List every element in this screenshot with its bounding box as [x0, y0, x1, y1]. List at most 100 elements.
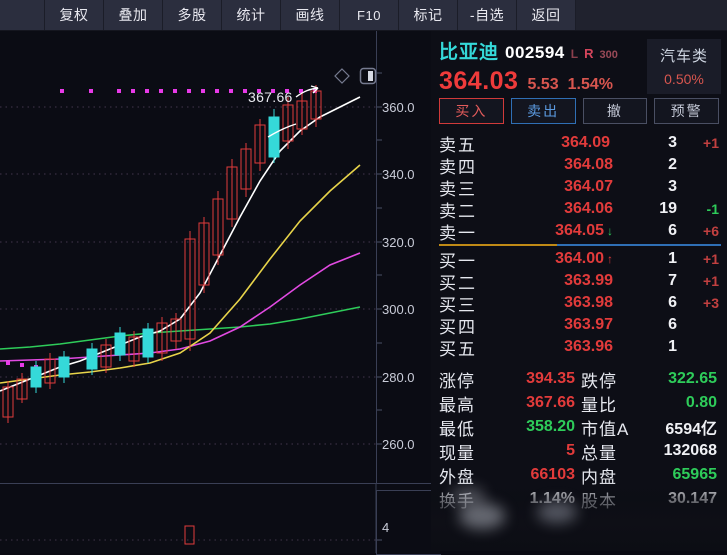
ask1-delta: +6: [703, 223, 719, 239]
price-change-pct: 1.54%: [567, 76, 613, 93]
ask4-volume: 2: [668, 156, 677, 173]
ask1-arrow-down-icon: ↓: [607, 224, 613, 238]
stat-limit-down: 跌停 322.65: [581, 367, 723, 392]
bid3-volume: 6: [668, 294, 677, 311]
high-price-annotation: 367.66: [248, 89, 293, 105]
stat-value: 394.35: [526, 370, 575, 387]
bid4-price: 363.97: [564, 316, 613, 333]
ask5-delta: +1: [703, 135, 719, 151]
stat-value: 6594亿: [665, 421, 717, 438]
y-tick-340: 340.0: [382, 167, 415, 182]
stock-name: 比亚迪: [439, 42, 500, 63]
stat-value: 66103: [530, 466, 576, 483]
trade-actions: 买入 卖出 撤 预警: [431, 98, 727, 124]
volume-subchart[interactable]: 4: [0, 483, 441, 555]
stat-label: 量比: [581, 395, 617, 415]
stat-label: 股本: [581, 491, 617, 511]
stat-value: 358.20: [526, 418, 575, 435]
order-book-row[interactable]: 卖四 364.08 2: [431, 154, 727, 177]
stat-value: 322.65: [668, 370, 717, 387]
toolbar-filler: [576, 0, 727, 30]
stat-label: 涨停: [439, 371, 475, 391]
stats-row: 最高 367.66 量比 0.80: [431, 391, 727, 415]
stat-limit-up: 涨停 394.35: [439, 367, 581, 392]
ask2-label: 卖二: [439, 201, 477, 221]
stock-name-line: 比亚迪 002594 L R 300: [439, 37, 647, 64]
bid1-delta: +1: [703, 251, 719, 267]
stats-row: 涨停 394.35 跌停 322.65: [431, 367, 727, 391]
cancel-button[interactable]: 撤: [582, 98, 648, 124]
bid3-delta: +3: [703, 295, 719, 311]
ask3-price: 364.07: [564, 178, 613, 195]
toolbar-button-zixuan[interactable]: -自选: [458, 0, 517, 30]
toolbar-button-tongji[interactable]: 统计: [222, 0, 281, 30]
tag-300: 300: [599, 49, 618, 61]
stat-value: 0.80: [685, 394, 717, 411]
toolbar-button-biaoji[interactable]: 标记: [399, 0, 458, 30]
toolbar-left-spacer: [0, 0, 45, 30]
order-book-row[interactable]: 买三 363.98 6 +3: [431, 292, 727, 315]
bid1-volume: 1: [668, 250, 677, 267]
ask5-label: 卖五: [439, 135, 477, 155]
bid1-price: 364.00 ↑: [555, 250, 613, 267]
stock-code: 002594: [505, 43, 565, 62]
toolbar-button-fanhui[interactable]: 返回: [517, 0, 576, 30]
toolbar-button-huaxian[interactable]: 画线: [281, 0, 340, 30]
sector-box[interactable]: 汽车类 0.50%: [647, 39, 721, 94]
order-book-row[interactable]: 卖一 364.05 ↓ 6 +6: [431, 220, 727, 243]
stat-value: 65965: [672, 466, 718, 483]
toolbar-button-fuquan[interactable]: 复权: [45, 0, 104, 30]
stats-row: 换手 1.14% 股本 30.147: [431, 487, 727, 511]
bid3-label: 买三: [439, 295, 477, 315]
ask3-label: 卖三: [439, 179, 477, 199]
layout-icon[interactable]: [359, 67, 377, 85]
tag-r: R: [584, 46, 594, 61]
bid4-volume: 6: [668, 316, 677, 333]
stat-total-volume: 总量 132068: [581, 439, 723, 464]
ask4-label: 卖四: [439, 157, 477, 177]
bid2-label: 买二: [439, 273, 477, 293]
ask3-volume: 3: [668, 178, 677, 195]
bid5-label: 买五: [439, 339, 477, 359]
stat-current-volume: 现量 5: [439, 439, 581, 464]
order-book-row[interactable]: 买一 364.00 ↑ 1 +1: [431, 248, 727, 271]
stat-label: 最高: [439, 395, 475, 415]
stat-label: 外盘: [439, 467, 475, 487]
volume-bars: [0, 484, 440, 553]
y-tick-300: 300.0: [382, 302, 415, 317]
chart-area[interactable]: 360.0 340.0 320.0 300.0 280.0 260.0 240.…: [0, 31, 441, 555]
stat-market-cap: 市值A 6594亿: [581, 415, 723, 440]
toolbar-button-f10[interactable]: F10: [340, 0, 399, 30]
ask2-delta: -1: [706, 201, 719, 217]
stat-value: 30.147: [668, 490, 717, 507]
quote-statistics: 涨停 394.35 跌停 322.65 最高 367.66 量比: [431, 367, 727, 511]
diamond-icon[interactable]: [334, 68, 350, 84]
y-tick-280: 280.0: [382, 370, 415, 385]
stat-value: 367.66: [526, 394, 575, 411]
candlestick-chart[interactable]: [0, 31, 440, 483]
bid3-price: 363.98: [564, 294, 613, 311]
order-book-row[interactable]: 买五 363.96 1: [431, 336, 727, 359]
stat-turnover: 换手 1.14%: [439, 487, 581, 512]
buy-button[interactable]: 买入: [439, 98, 504, 124]
order-book-row[interactable]: 卖三 364.07 3: [431, 176, 727, 199]
bid2-price: 363.99: [564, 272, 613, 289]
stat-label: 市值A: [581, 419, 630, 439]
toolbar-button-diejia[interactable]: 叠加: [104, 0, 163, 30]
stat-value: 132068: [663, 442, 717, 459]
workspace: 360.0 340.0 320.0 300.0 280.0 260.0 2 4 0.…: [0, 31, 727, 555]
sell-button[interactable]: 卖出: [510, 98, 576, 124]
y-tick-260: 260.0: [382, 437, 415, 452]
sector-change-pct: 0.50%: [664, 71, 704, 87]
chart-axis-line: [376, 31, 377, 551]
stat-value: 1.14%: [529, 490, 575, 507]
order-book-row[interactable]: 卖二 364.06 19 -1: [431, 198, 727, 221]
ask1-label: 卖一: [439, 223, 477, 243]
last-price: 364.03: [439, 67, 519, 95]
alert-button[interactable]: 预警: [654, 98, 719, 124]
stat-label: 换手: [439, 491, 475, 511]
order-book-row[interactable]: 买二 363.99 7 +1: [431, 270, 727, 293]
order-book-row[interactable]: 买四 363.97 6: [431, 314, 727, 337]
order-book-row[interactable]: 卖五 364.09 3 +1: [431, 132, 727, 155]
toolbar-button-duogu[interactable]: 多股: [163, 0, 222, 30]
